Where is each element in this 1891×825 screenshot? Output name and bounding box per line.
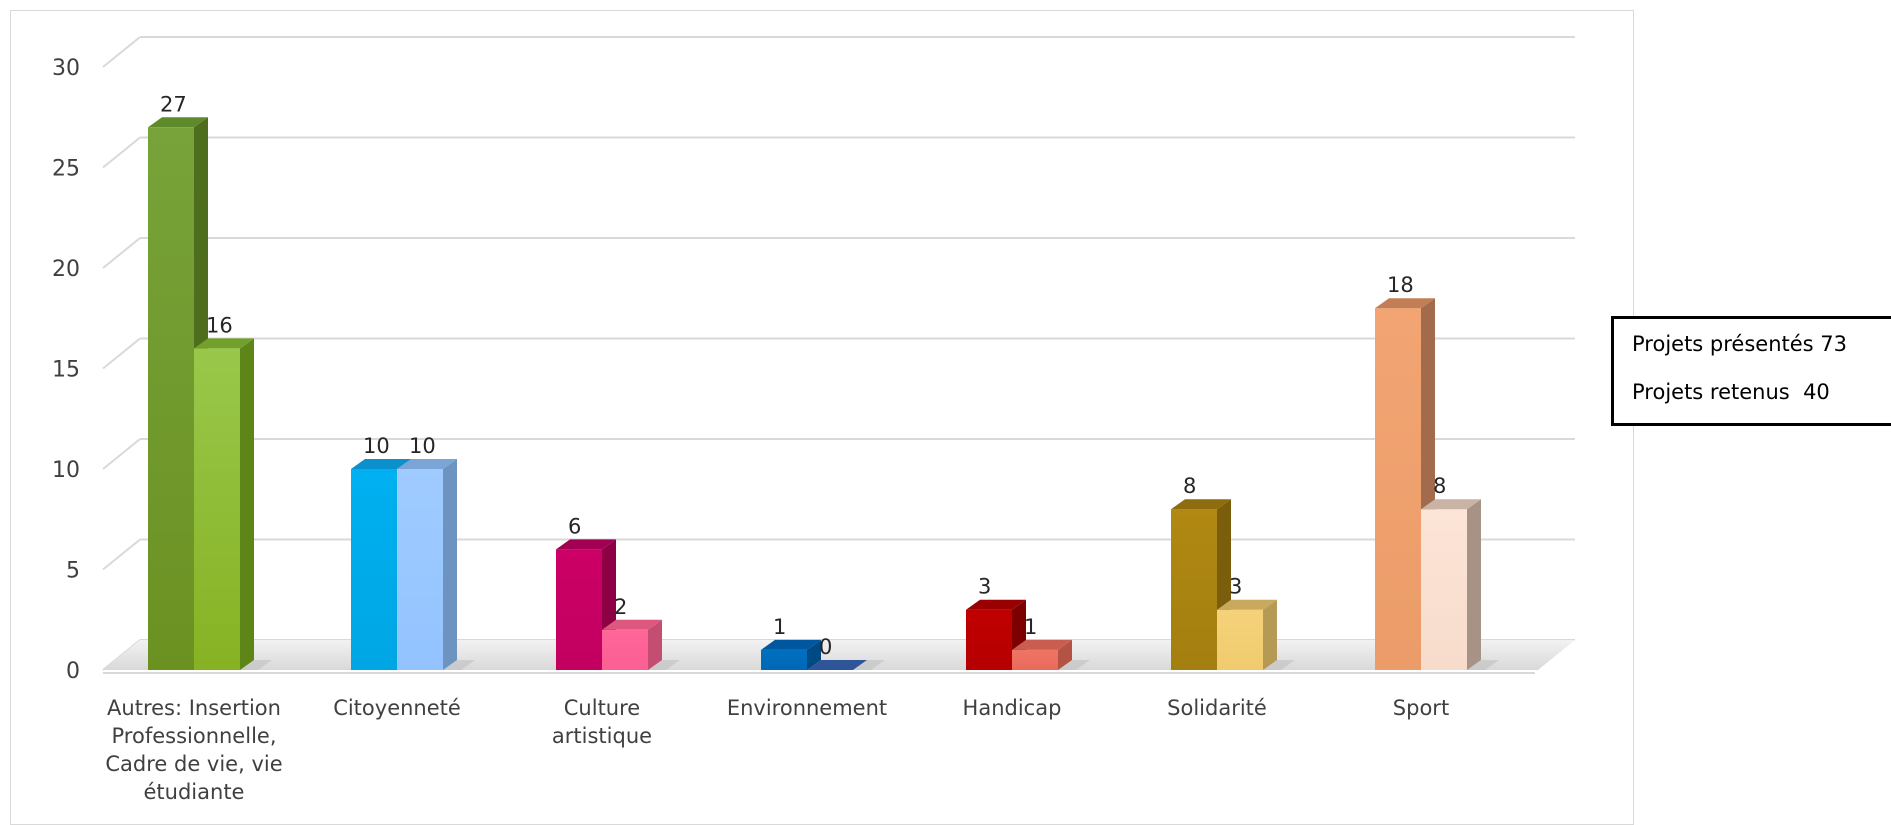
data-label: 8 — [1433, 474, 1446, 498]
bar-top — [148, 117, 208, 128]
legend-entry: Projets présentés 73 — [1632, 332, 1848, 356]
bar-top — [966, 599, 1026, 610]
data-label: 27 — [160, 92, 187, 116]
bar-front — [602, 629, 648, 670]
bar — [1217, 599, 1295, 670]
bar-shadow — [240, 660, 272, 670]
bar-front — [966, 609, 1012, 670]
bar-top — [1217, 599, 1277, 610]
gridline-diagonal — [102, 36, 141, 68]
x-tick-label: Handicap — [963, 696, 1062, 720]
x-tick-label: Sport — [1393, 696, 1449, 720]
legend-entry: Projets retenus 40 — [1632, 380, 1830, 404]
bar — [1171, 499, 1249, 670]
gridline-diagonal — [102, 337, 141, 370]
bar-top — [807, 660, 867, 670]
bar-side — [648, 619, 662, 670]
gridline-diagonal — [102, 237, 141, 269]
y-tick-label: 30 — [52, 56, 80, 81]
bar-front — [194, 348, 240, 670]
bar-shadow — [1058, 660, 1090, 670]
y-tick-label: 10 — [52, 458, 80, 483]
data-label: 3 — [1229, 575, 1242, 599]
bar — [397, 459, 475, 670]
bar — [1421, 499, 1499, 670]
bar-top — [556, 539, 616, 550]
bar — [194, 338, 272, 670]
bar-shadow — [648, 660, 680, 670]
bar — [602, 619, 680, 670]
data-label: 8 — [1183, 474, 1196, 498]
bar-shadow — [1467, 660, 1499, 670]
bar-top — [602, 619, 662, 630]
data-label: 18 — [1387, 273, 1414, 297]
x-axis-labels: Autres: Insertion Professionnelle, Cadre d… — [105, 696, 1449, 804]
data-label: 2 — [614, 595, 627, 619]
y-tick-label: 15 — [52, 358, 80, 383]
bar-front — [556, 549, 602, 670]
y-tick-label: 20 — [52, 257, 80, 282]
bar-side — [1467, 499, 1481, 670]
bar-side — [807, 639, 821, 670]
bar-top — [397, 459, 457, 469]
bar-front — [1171, 509, 1217, 670]
bar-top — [1375, 298, 1435, 309]
y-axis-ticks: 0 5 10 15 20 25 30 — [52, 56, 80, 684]
data-label: 1 — [1024, 615, 1037, 639]
x-tick-label: Culture artistique — [552, 696, 652, 748]
bar-side — [240, 338, 254, 670]
bar-top — [1171, 499, 1231, 510]
bar-top — [1012, 639, 1072, 650]
bar — [1012, 639, 1090, 670]
bar-front — [1012, 649, 1058, 670]
bars — [148, 117, 1499, 671]
data-label: 16 — [206, 313, 233, 337]
bar-front — [1217, 609, 1263, 670]
bar-top — [761, 639, 821, 650]
y-tick-label: 5 — [66, 559, 80, 584]
data-label: 10 — [363, 434, 390, 458]
x-tick-label: Citoyenneté — [333, 696, 461, 720]
bar-top — [351, 459, 411, 469]
data-label: 0 — [819, 635, 832, 659]
gridline-diagonal — [102, 438, 141, 470]
bar-top — [1421, 499, 1481, 510]
gridlines — [102, 36, 1575, 671]
bar-shadow — [853, 660, 885, 670]
bar-shadow — [443, 660, 475, 670]
x-tick-label: Environnement — [727, 696, 887, 720]
bar-side — [1263, 599, 1277, 670]
data-label: 10 — [409, 434, 436, 458]
bar-shadow — [1263, 660, 1295, 670]
y-tick-label: 0 — [66, 659, 80, 684]
bar — [807, 660, 885, 670]
data-label: 6 — [568, 514, 581, 538]
bar-front — [1421, 509, 1467, 670]
legend: Projets présentés 73 Projets retenus 40 — [1611, 316, 1891, 426]
bar-front — [351, 469, 397, 670]
bar-front — [397, 469, 443, 670]
bar-front — [761, 649, 807, 670]
x-tick-label: Solidarité — [1167, 696, 1267, 720]
gridline-diagonal — [102, 538, 141, 571]
bar-front — [148, 127, 194, 671]
x-tick-label: Autres: Insertion Professionnelle, Cadre d… — [105, 696, 282, 804]
bar-side — [443, 459, 457, 670]
data-label: 1 — [773, 615, 786, 639]
bar-side — [1058, 639, 1072, 670]
bar-front — [1375, 308, 1421, 670]
gridline-diagonal — [102, 136, 141, 169]
data-label: 3 — [978, 575, 991, 599]
bar-top — [194, 338, 254, 349]
y-tick-label: 25 — [52, 157, 80, 182]
